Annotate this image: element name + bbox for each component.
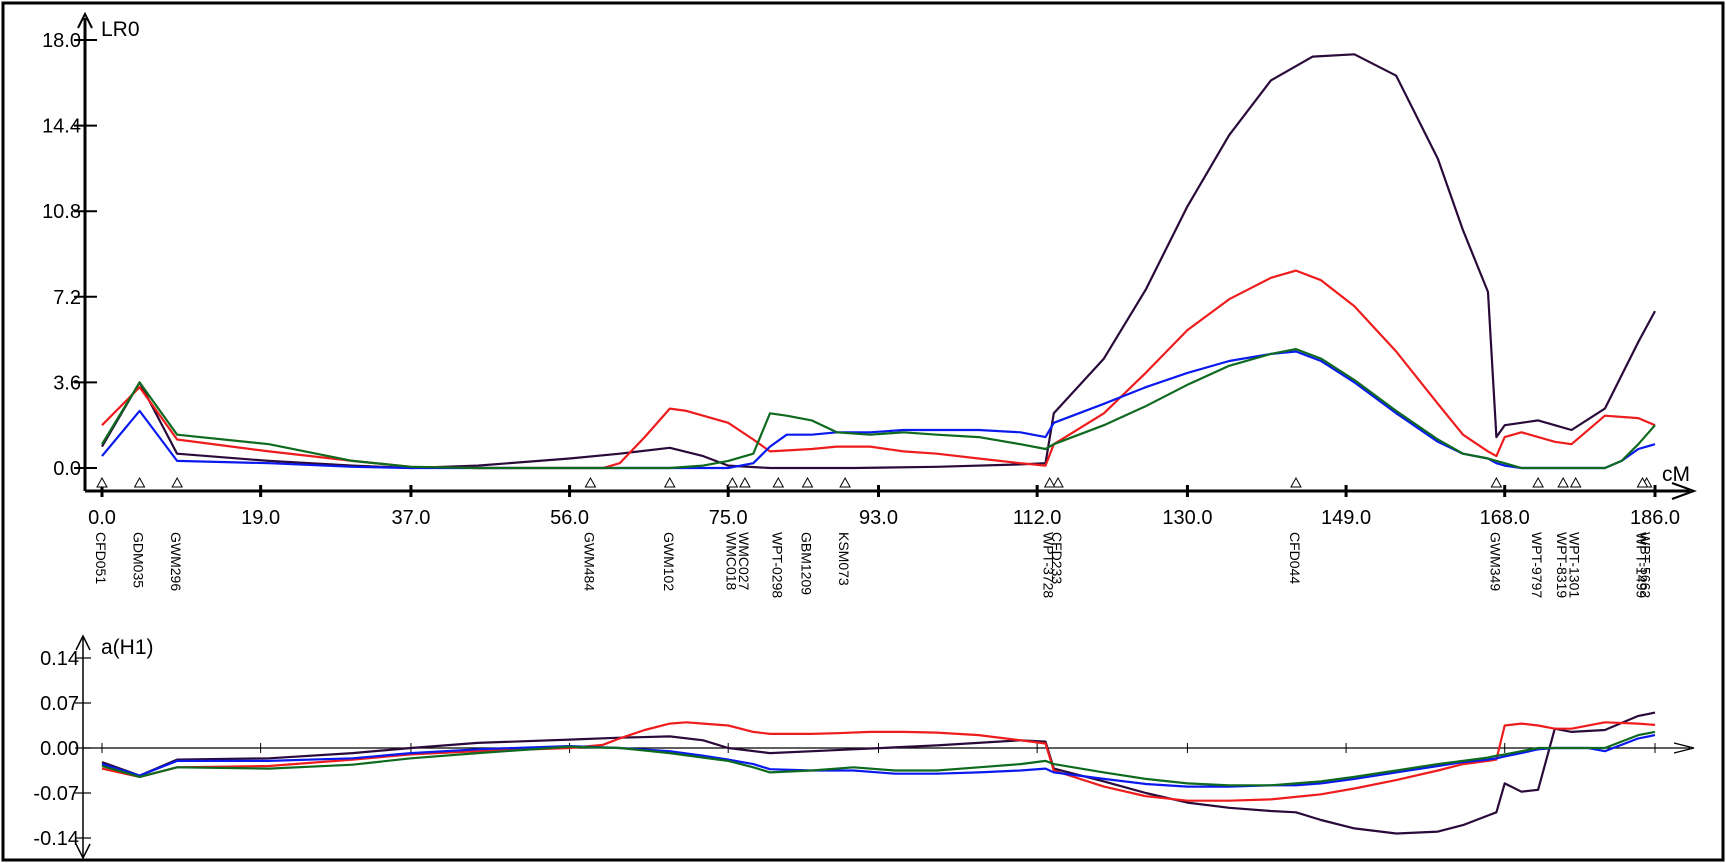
effect-y-tick-label: 0.00	[40, 738, 79, 760]
marker-triangle	[584, 476, 597, 488]
x-tick-label: 0.0	[88, 507, 116, 529]
marker-triangle	[726, 476, 739, 488]
y-tick-label: 0.0	[53, 458, 81, 480]
marker-label: GWM484	[581, 532, 597, 591]
marker-label: GWM349	[1487, 532, 1503, 591]
x-tick-label: 56.0	[550, 507, 589, 529]
marker-label: WPT-8319	[1554, 532, 1570, 598]
x-tick-label: 186.0	[1630, 507, 1680, 529]
x-tick-label: 149.0	[1321, 507, 1371, 529]
marker-triangle	[663, 476, 676, 488]
marker-label: WMC018	[723, 532, 739, 591]
x-tick-label: 93.0	[859, 507, 898, 529]
marker-triangle	[839, 476, 851, 488]
marker-triangle	[772, 476, 785, 488]
effect-y-axis-arrow-down	[75, 843, 91, 860]
x-tick-label: 112.0	[1013, 507, 1062, 529]
y-axis-title: LR0	[101, 18, 140, 41]
lod-panel: LR0 0.0 3.6 7.2 10.8 14.4 18.0 cM 0.0 19.0 37.0 56.…	[42, 11, 1697, 598]
effect-y-axis-title: a(H1)	[101, 636, 154, 659]
y-tick-label: 14.4	[42, 116, 81, 138]
marker-triangle	[801, 476, 814, 488]
x-tick-label: 168.0	[1480, 507, 1530, 529]
effect-y-tick-label: 0.07	[40, 693, 79, 715]
marker-label: CFD044	[1287, 532, 1303, 584]
y-tick-label: 18.0	[42, 30, 81, 52]
marker-triangle	[1290, 476, 1302, 488]
marker-label: WPT-5662	[1638, 532, 1654, 598]
effect-y-tick-label: 0.14	[40, 648, 79, 670]
y-tick-label: 3.6	[53, 372, 81, 394]
marker-triangle	[1532, 476, 1544, 488]
marker-label: CFD233	[1049, 532, 1065, 584]
marker-label: WPT-1301	[1567, 532, 1583, 598]
marker-triangle	[133, 476, 146, 488]
marker-label: WPT-3728	[1041, 532, 1057, 598]
marker-label: GWM102	[661, 532, 677, 591]
marker-triangle	[171, 476, 183, 488]
y-axis-arrow	[77, 11, 93, 29]
marker-label: GDM035	[131, 532, 147, 588]
y-tick-label: 7.2	[53, 287, 81, 309]
lod-series-line	[101, 53, 1656, 470]
marker-triangle	[1490, 476, 1503, 488]
marker-label: WMC027	[736, 532, 752, 591]
marker-triangle	[1043, 476, 1056, 488]
marker-triangle	[739, 476, 751, 488]
marker-label: CFD051	[93, 532, 109, 584]
x-tick-label: 130.0	[1162, 507, 1212, 529]
effect-y-tick-label: -0.14	[33, 828, 79, 850]
x-axis-arrow	[1671, 482, 1697, 500]
x-tick-label: 75.0	[709, 507, 748, 529]
x-tick-label: 19.0	[241, 507, 280, 529]
marker-label: KSM073	[836, 532, 852, 586]
marker-triangle	[1636, 476, 1649, 488]
effect-series-line	[101, 721, 1656, 802]
effect-x-axis-arrow	[1673, 742, 1695, 754]
marker-label: WPT-1499	[1633, 532, 1649, 598]
marker-triangle	[1052, 476, 1064, 488]
effect-series-line	[101, 711, 1656, 835]
x-axis-title: cM	[1662, 463, 1690, 486]
y-tick-label: 10.8	[42, 201, 81, 223]
effect-y-tick-label: -0.07	[33, 783, 79, 805]
marker-label: WPT-9797	[1529, 532, 1545, 598]
marker-label: GWM296	[168, 532, 184, 591]
lod-series-line	[101, 350, 1656, 470]
marker-label: WPT-0298	[769, 532, 785, 598]
x-tick-label: 37.0	[391, 507, 430, 529]
effect-panel: a(H1) -0.14 -0.07 0.00 0.07 0.14	[33, 634, 1695, 860]
effect-y-axis-arrow-up	[75, 634, 91, 651]
lod-series-line	[101, 348, 1656, 470]
marker-label: GBM1209	[799, 532, 815, 595]
marker-triangle	[1569, 476, 1582, 488]
lod-series-line	[101, 269, 1656, 470]
marker-triangle	[1557, 476, 1570, 488]
effect-series-line	[101, 730, 1656, 787]
marker-triangle	[96, 476, 108, 488]
